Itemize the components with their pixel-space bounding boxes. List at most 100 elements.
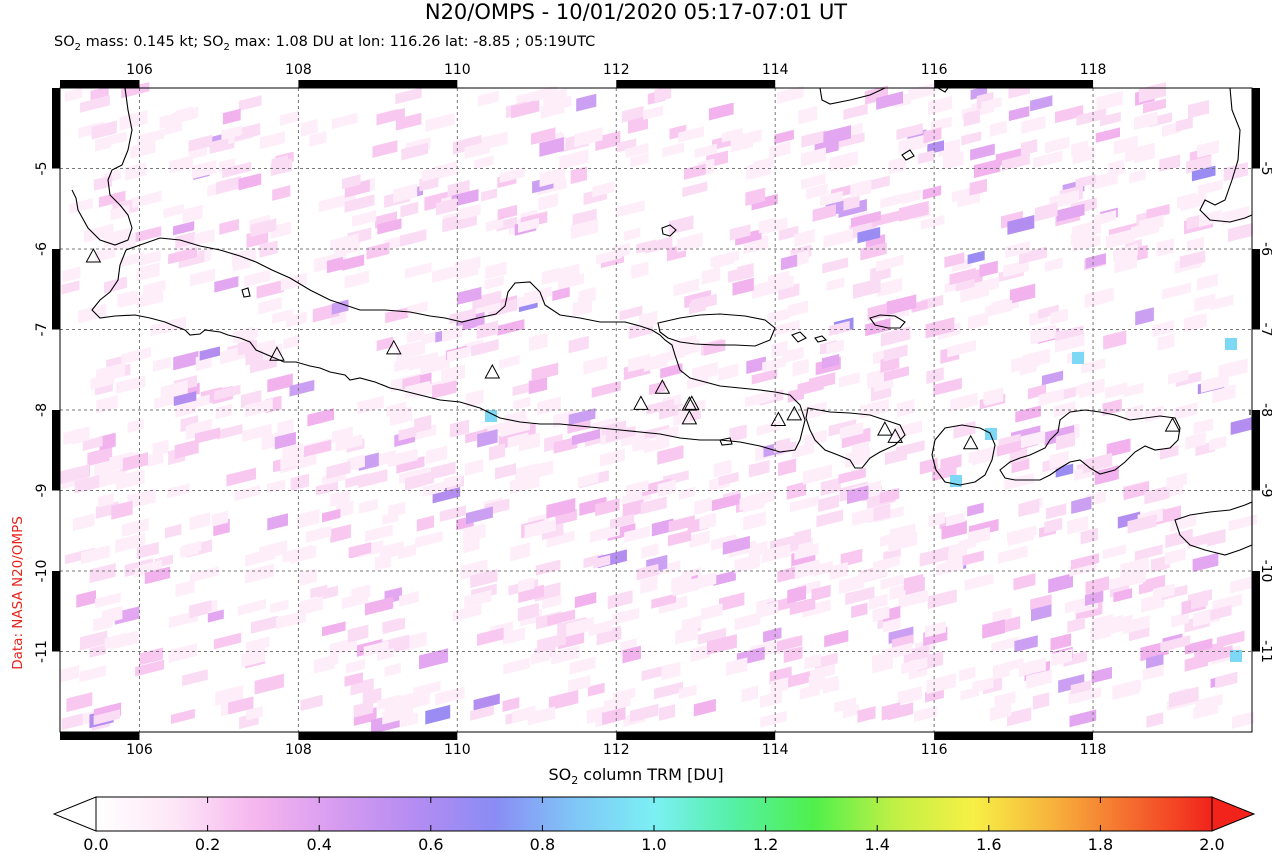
so2-pixel xyxy=(388,501,406,518)
so2-pixel xyxy=(952,257,972,273)
so2-high-pixel xyxy=(485,410,497,422)
so2-high-pixel xyxy=(1230,650,1242,662)
so2-pixel xyxy=(583,355,608,375)
so2-pixel xyxy=(959,666,976,682)
so2-pixel xyxy=(1232,711,1255,729)
frame-segment xyxy=(60,80,140,88)
so2-pixel xyxy=(535,85,558,102)
so2-pixel xyxy=(1051,648,1073,667)
so2-pixel xyxy=(499,167,525,184)
so2-pixel xyxy=(441,364,466,385)
colorbar-tick-label: 0.2 xyxy=(195,835,220,853)
so2-pixel xyxy=(553,436,578,454)
so2-pixel xyxy=(568,675,591,693)
so2-pixel xyxy=(1216,630,1245,648)
so2-pixel xyxy=(703,339,726,356)
so2-pixel xyxy=(299,595,324,616)
so2-pixel xyxy=(829,562,849,581)
so2-pixel xyxy=(745,187,766,206)
so2-pixel xyxy=(344,179,370,198)
so2-pixel xyxy=(612,242,630,259)
volcano-icon xyxy=(770,411,787,426)
latitude-tick-label: -10 xyxy=(1258,560,1272,583)
frame-segment xyxy=(298,732,458,740)
so2-pixel xyxy=(271,155,288,171)
so2-pixel xyxy=(1089,170,1118,191)
so2-pixel xyxy=(496,216,518,232)
so2-pixel xyxy=(777,635,803,652)
so2-pixel xyxy=(93,709,120,726)
so2-pixel xyxy=(558,273,584,290)
so2-pixel xyxy=(1038,388,1064,407)
so2-pixel xyxy=(619,305,643,321)
so2-pixel xyxy=(879,487,900,504)
so2-pixel xyxy=(425,113,455,132)
so2-pixel xyxy=(249,357,277,374)
so2-pixel xyxy=(449,419,470,438)
so2-pixel xyxy=(466,506,493,525)
volcano-icon xyxy=(683,395,700,410)
so2-pixel xyxy=(331,112,358,130)
so2-pixel xyxy=(80,545,110,565)
so2-pixel xyxy=(751,193,778,211)
so2-pixel xyxy=(477,627,504,646)
so2-pixel xyxy=(502,697,520,713)
so2-pixel xyxy=(286,311,307,328)
so2-pixel xyxy=(743,511,766,531)
so2-pixel xyxy=(789,597,816,616)
so2-pixel xyxy=(1166,472,1188,490)
so2-pixel xyxy=(531,127,556,145)
so2-pixel xyxy=(80,95,110,113)
colorbar-tick-label: 0.4 xyxy=(306,835,331,853)
so2-pixel xyxy=(767,308,790,325)
so2-pixel xyxy=(406,328,425,344)
so2-pixel xyxy=(318,195,343,213)
so2-pixel xyxy=(610,513,635,530)
so2-pixel xyxy=(259,240,278,258)
so2-pixel xyxy=(191,159,217,180)
so2-pixel xyxy=(1169,686,1199,708)
so2-pixel xyxy=(463,523,486,543)
so2-pixel xyxy=(66,692,93,713)
so2-pixel xyxy=(382,617,401,633)
so2-pixel xyxy=(1159,154,1181,172)
so2-pixel xyxy=(569,656,596,675)
so2-pixel xyxy=(352,210,377,227)
so2-pixel xyxy=(104,276,127,294)
so2-pixel xyxy=(136,262,160,282)
so2-pixel xyxy=(181,540,202,556)
so2-pixel xyxy=(811,584,831,602)
so2-pixel xyxy=(258,297,282,315)
so2-pixel xyxy=(994,691,1016,708)
so2-pixel xyxy=(777,85,804,105)
latitude-tick-label: -11 xyxy=(1258,640,1272,663)
so2-pixel xyxy=(357,395,384,415)
so2-pixel xyxy=(400,229,427,247)
so2-pixel xyxy=(621,429,645,447)
so2-pixel xyxy=(182,669,208,687)
so2-pixel xyxy=(1167,369,1189,385)
so2-pixel xyxy=(646,398,674,415)
latitude-tick-label: -5 xyxy=(1258,162,1272,176)
so2-pixel xyxy=(985,299,1013,318)
so2-pixel xyxy=(168,643,197,663)
so2-pixel xyxy=(1050,633,1072,651)
so2-pixel xyxy=(1020,139,1038,156)
so2-pixel xyxy=(849,218,878,240)
so2-pixel xyxy=(276,610,307,630)
so2-pixel xyxy=(1085,590,1104,606)
so2-pixel xyxy=(1105,228,1135,250)
so2-pixel xyxy=(188,134,213,152)
so2-pixel xyxy=(822,353,840,369)
so2-pixel xyxy=(920,214,945,230)
so2-pixel xyxy=(1106,438,1131,458)
so2-pixel xyxy=(967,312,989,330)
so2-pixel xyxy=(737,263,754,281)
so2-pixel xyxy=(1009,283,1036,304)
so2-pixel xyxy=(834,697,857,713)
so2-pixel xyxy=(622,499,644,518)
so2-pixel xyxy=(364,596,394,616)
so2-pixel xyxy=(644,435,670,454)
so2-pixel xyxy=(1079,378,1105,399)
so2-pixel xyxy=(1196,273,1218,291)
